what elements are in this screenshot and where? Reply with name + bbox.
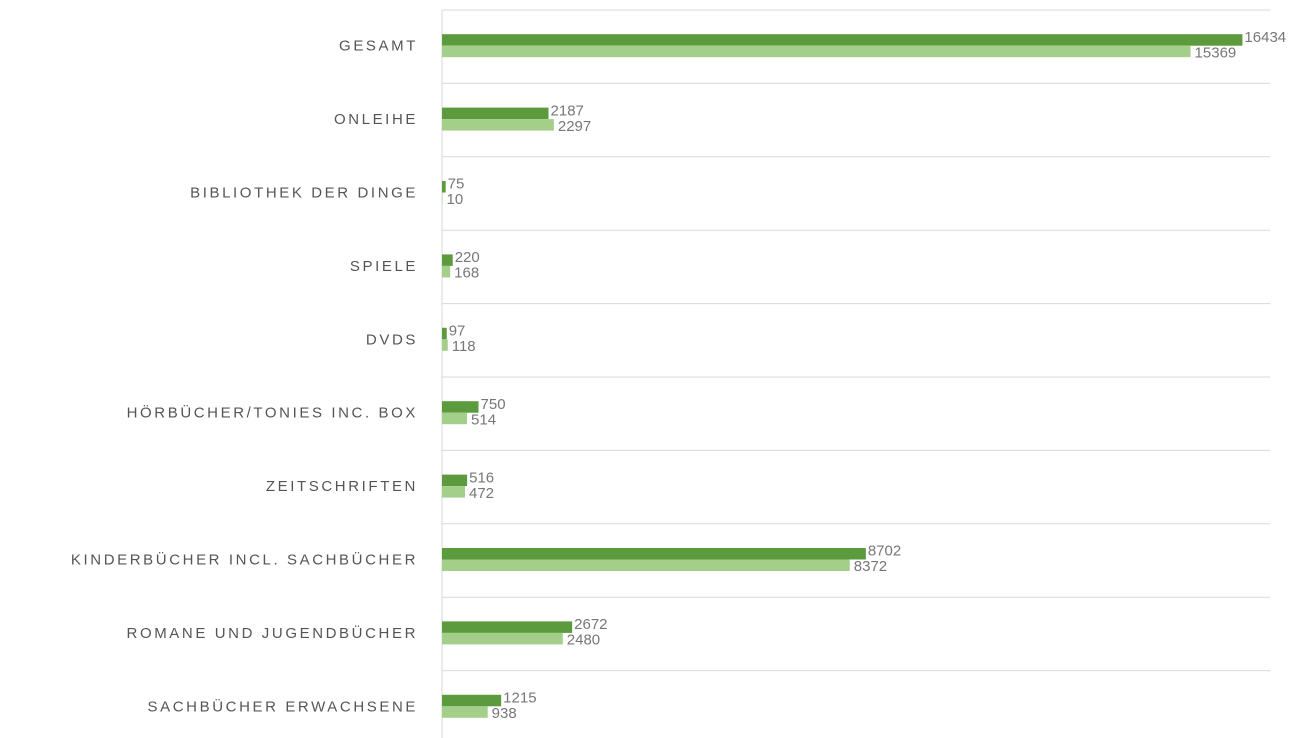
value-label: 2480 [567,632,600,649]
category-label: SACHBÜCHER ERWACHSENE [148,697,418,715]
bar [442,339,448,351]
value-label: 750 [481,396,506,413]
value-label: 516 [469,469,494,486]
bar [442,107,549,120]
category-label: SPIELE [350,258,418,275]
category-label: ONLEIHE [334,111,418,128]
bar [442,559,850,571]
value-label: 10 [446,191,463,208]
value-label: 15369 [1195,44,1237,61]
bar [442,181,446,193]
category-label: ROMANE UND JUGENDBÜCHER [127,624,418,642]
bar [442,706,488,718]
value-label: 2187 [551,102,584,119]
category-label: ZEITSCHRIFTEN [266,478,418,495]
bar [442,548,866,560]
value-label: 118 [452,338,476,355]
bar [442,45,1191,58]
value-label: 220 [455,249,480,266]
value-label: 2297 [558,118,591,135]
category-label: HÖRBÜCHER/TONIES INC. BOX [127,404,418,422]
category-label: DVDS [366,331,418,348]
value-label: 938 [492,705,517,722]
bar [442,694,502,707]
value-label: 1215 [503,690,536,707]
bar [442,265,451,278]
bar [442,327,447,340]
bar [442,254,453,266]
value-label: 168 [454,265,479,282]
value-label: 2672 [574,616,607,633]
bar [442,632,563,645]
value-label: 97 [449,323,466,340]
category-label: GESAMT [339,38,418,55]
bar [442,34,1243,46]
category-label: KINDERBÜCHER INCL. SACHBÜCHER [71,550,418,568]
value-label: 8372 [854,558,887,575]
value-label: 8702 [868,543,901,560]
value-label: 514 [471,411,496,428]
bar [442,621,573,633]
bar [442,401,479,413]
bar [442,119,554,131]
bar [442,486,465,498]
value-label: 16434 [1244,29,1286,46]
value-label: 472 [469,485,494,502]
category-label: BIBLIOTHEK DER DINGE [190,184,418,201]
value-label: 75 [448,176,465,193]
bar [442,412,468,425]
bar [442,474,468,487]
